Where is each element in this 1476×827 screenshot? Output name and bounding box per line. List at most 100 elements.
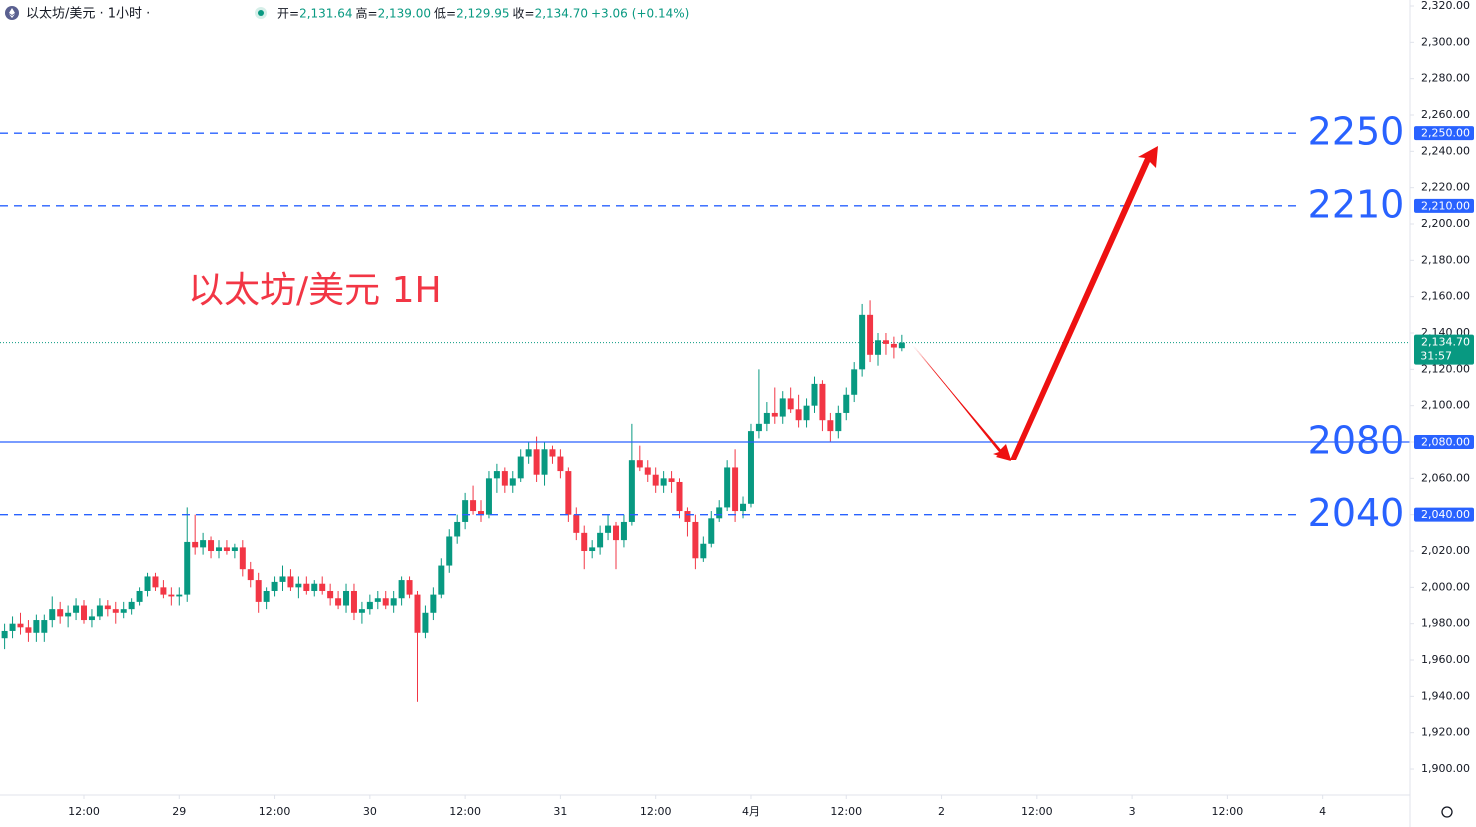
candle-body [581,532,588,552]
stat-value: 2,129.95 [456,7,509,21]
candle-body [843,394,850,413]
candle-body [343,590,350,606]
x-tick-label: 4月 [742,805,760,818]
stat-value: 2,131.64 [299,7,352,21]
x-tick-label: 12:00 [640,805,672,818]
candle-body [136,590,143,602]
candle-body [231,547,238,552]
y-tick-label: 2,020.00 [1421,544,1470,557]
candle-body [462,500,469,522]
candle-body [557,456,564,472]
arrow-up [1010,146,1158,460]
candle-body [176,594,183,597]
y-tick-label: 2,060.00 [1421,471,1470,484]
candle-body [446,536,453,566]
candle-body [112,609,119,613]
candle-body [104,605,111,610]
candle-body [882,340,889,344]
candle-body [33,620,40,633]
stat-label: 开= [277,7,299,21]
y-tick-label: 2,200.00 [1421,217,1470,230]
x-tick-label: 12:00 [449,805,481,818]
candle-body [740,503,747,512]
level-label: 2210 [1308,182,1405,226]
candle-body [247,569,254,581]
candle-body [509,478,516,486]
stat-label: 收= [513,7,535,21]
candle-body [597,532,604,548]
candle-body [287,576,294,588]
candle-body [819,383,826,421]
candle-body [668,478,675,482]
settings-icon[interactable] [1441,806,1453,818]
level-tag: 2,080.00 [1421,436,1470,449]
candle-body [549,449,556,457]
stat-value: 2,139.00 [378,7,431,21]
candle-body [295,583,302,588]
candle-body [25,627,32,633]
candle-body [732,467,739,512]
candle-body [215,547,222,552]
y-tick-label: 2,220.00 [1421,181,1470,194]
candle-body [605,525,612,533]
x-tick-label: 29 [172,805,186,818]
level-tag: 2,250.00 [1421,127,1470,140]
candle-body [168,594,175,597]
chart-title: 以太坊/美元 · 1小时 · [26,7,150,22]
y-tick-label: 1,940.00 [1421,689,1470,702]
level-tag-bg [1414,198,1474,213]
y-tick-label: 1,980.00 [1421,617,1470,630]
candle-body [398,580,405,599]
candle-body [279,576,286,582]
candle-body [835,412,842,432]
annotation: 以太坊/美元 1H [188,270,442,311]
candle-body [152,576,159,588]
candle-body [708,518,715,544]
candle-body [41,620,48,633]
candle-body [628,460,635,522]
candle-body [779,398,786,417]
ohlc-stats: 开= 2,131.64 高= 2,139.00 低= 2,129.95 收= 2,134.70… [277,6,689,21]
candle-body [144,576,151,591]
y-tick-label: 1,900.00 [1421,762,1470,775]
candle-body [684,511,691,522]
change-value: +3.06 [591,7,628,21]
candle-body [406,580,413,595]
candle-body [533,449,540,475]
candle-body [239,547,246,570]
candle-body [525,449,532,457]
y-tick-label: 2,160.00 [1421,290,1470,303]
candle-body [827,420,834,432]
candle-body [454,521,461,537]
candle-body [747,431,754,504]
candle-body [200,540,207,548]
y-tick-label: 2,180.00 [1421,253,1470,266]
candle-body [160,587,167,595]
candle-body [17,623,24,628]
candle-body [763,412,770,424]
level-label: 2080 [1308,419,1405,463]
candle-body [65,612,72,617]
candle-body [501,471,508,486]
candle-body [787,398,794,410]
level-label: 2250 [1308,110,1405,154]
candle-body [795,409,802,421]
candle-body [811,383,818,406]
candle-body [57,609,64,617]
candle-body [859,314,866,370]
x-tick-label: 30 [363,805,377,818]
candle-body [700,543,707,559]
candle-body [612,525,619,541]
candle-body [303,583,310,591]
candle-body [517,456,524,479]
level-tag-bg [1414,507,1474,522]
candle-body [390,598,397,606]
x-tick-label: 12:00 [830,805,862,818]
candle-body [223,547,230,552]
candle-body [49,609,56,621]
candle-body [890,343,897,348]
candle-body [271,581,278,591]
y-tick-label: 2,240.00 [1421,144,1470,157]
candle-body [589,547,596,552]
